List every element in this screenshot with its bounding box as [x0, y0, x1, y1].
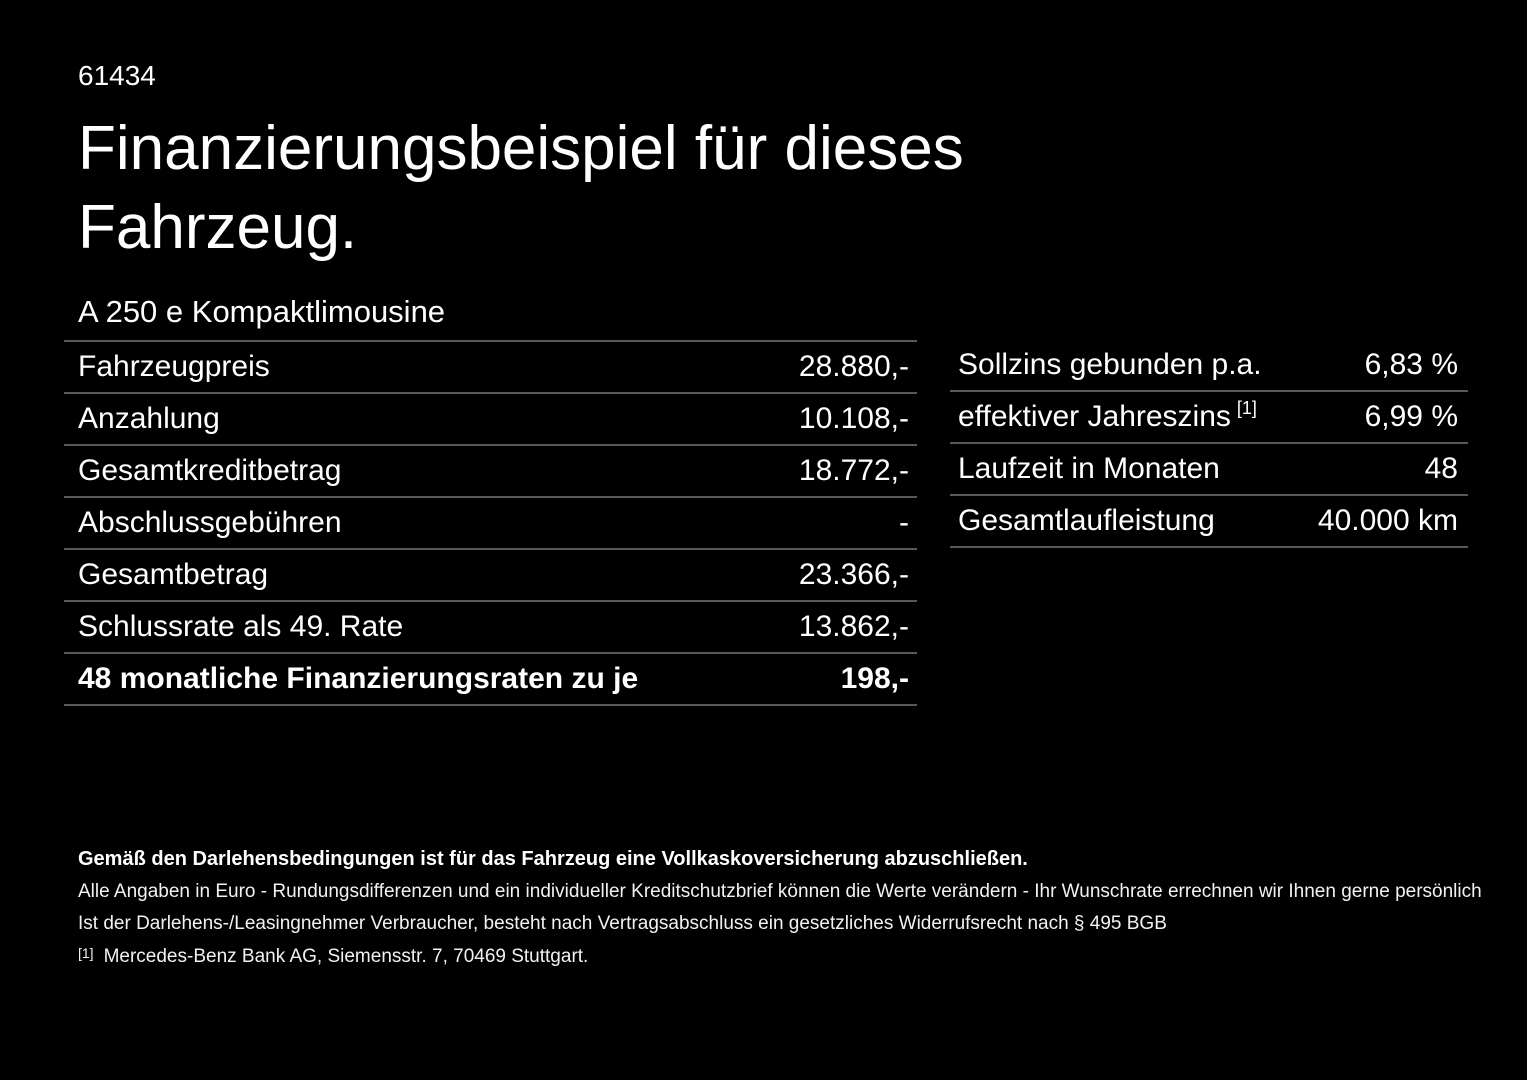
row-value: 48: [1424, 452, 1458, 485]
row-value: 40.000 km: [1317, 504, 1458, 537]
row-value: 13.862,-: [798, 610, 909, 643]
row-value: 198,-: [840, 662, 909, 695]
conditions-table: Sollzins gebunden p.a. 6,83 % effektiver…: [950, 340, 1468, 548]
row-value: 10.108,-: [798, 402, 909, 435]
document-number: 61434: [78, 60, 156, 91]
row-label: Gesamtbetrag: [78, 558, 269, 591]
row-value: -: [899, 506, 909, 539]
row-label: Anzahlung: [78, 402, 220, 435]
finance-table: Fahrzeugpreis 28.880,- Anzahlung 10.108,…: [64, 340, 917, 706]
row-label-text: effektiver Jahreszins: [958, 400, 1231, 433]
row-label: Gesamtkreditbetrag: [78, 454, 342, 487]
row-label: Gesamtlaufleistung: [958, 504, 1215, 537]
table-row-gesamtlaufleistung: Gesamtlaufleistung 40.000 km: [950, 496, 1468, 548]
row-value: 28.880,-: [798, 350, 909, 383]
table-row-effektiver-jahreszins: effektiver Jahreszins [1] 6,99 %: [950, 392, 1468, 444]
vehicle-model: A 250 e Kompaktlimousine: [78, 294, 446, 329]
table-row-fahrzeugpreis: Fahrzeugpreis 28.880,-: [64, 342, 917, 394]
table-row-laufzeit: Laufzeit in Monaten 48: [950, 444, 1468, 496]
row-value: 18.772,-: [798, 454, 909, 487]
row-value: 6,83 %: [1364, 348, 1458, 381]
insurance-note: Gemäß den Darlehensbedingungen ist für d…: [78, 848, 1028, 870]
table-row-schlussrate: Schlussrate als 49. Rate 13.862,-: [64, 602, 917, 654]
table-row-gesamtkreditbetrag: Gesamtkreditbetrag 18.772,-: [64, 446, 917, 498]
disclaimer-line-2: Ist der Darlehens-/Leasingnehmer Verbrau…: [78, 913, 1167, 934]
bank-reference: [1] Mercedes-Benz Bank AG, Siemensstr. 7,…: [78, 945, 589, 968]
table-row-sollzins: Sollzins gebunden p.a. 6,83 %: [950, 340, 1468, 392]
row-label: 48 monatliche Finanzierungsraten zu je: [78, 662, 639, 695]
table-row-anzahlung: Anzahlung 10.108,-: [64, 394, 917, 446]
row-label: Abschlussgebühren: [78, 506, 342, 539]
table-row-gesamtbetrag: Gesamtbetrag 23.366,-: [64, 550, 917, 602]
disclaimer-line-1: Alle Angaben in Euro - Rundungsdifferenz…: [78, 881, 1482, 902]
row-label: Sollzins gebunden p.a.: [958, 348, 1262, 381]
row-value: 6,99 %: [1364, 400, 1458, 433]
table-row-monatsrate: 48 monatliche Finanzierungsraten zu je 1…: [64, 654, 917, 706]
row-label: Schlussrate als 49. Rate: [78, 610, 404, 643]
row-value: 23.366,-: [798, 558, 909, 591]
reference-text: Mercedes-Benz Bank AG, Siemensstr. 7, 70…: [103, 946, 589, 967]
row-label: effektiver Jahreszins [1]: [958, 398, 1257, 434]
row-label: Fahrzeugpreis: [78, 350, 270, 383]
table-row-abschlussgebuehren: Abschlussgebühren -: [64, 498, 917, 550]
footnote-marker: [1]: [1236, 398, 1257, 418]
page-title: Finanzierungsbeispiel für dieses Fahrzeu…: [78, 114, 964, 262]
reference-marker: [1]: [78, 945, 94, 961]
row-label: Laufzeit in Monaten: [958, 452, 1220, 485]
